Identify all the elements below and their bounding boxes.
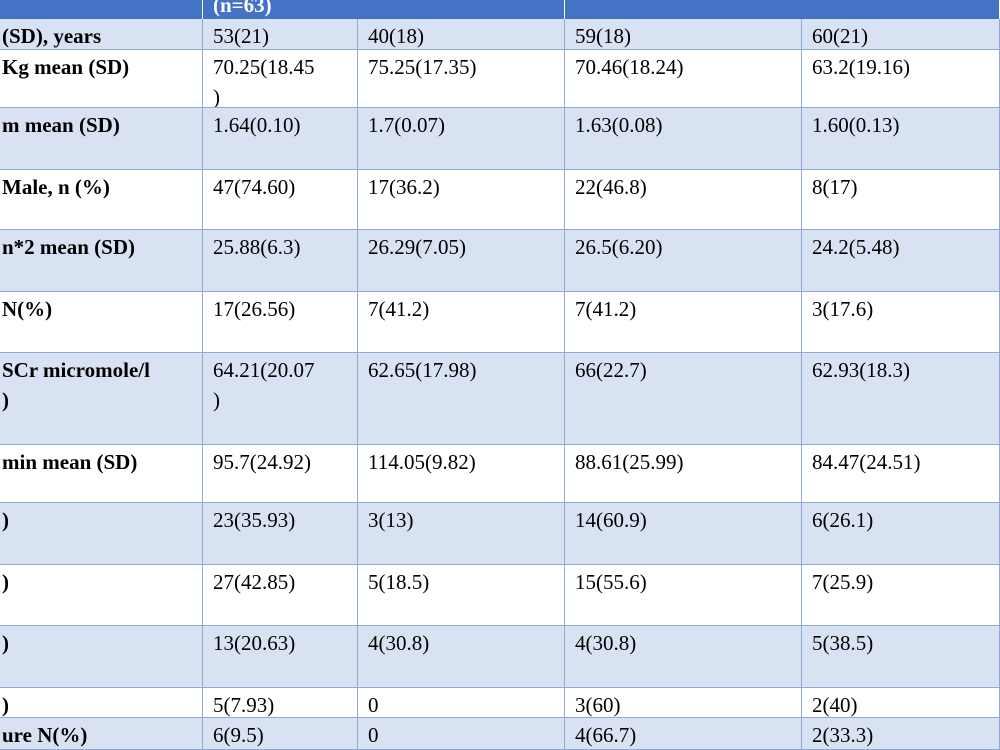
table-cell: 23(35.93) <box>203 503 358 565</box>
row-label: (SD), years <box>0 19 203 50</box>
table-cell: 62.93(18.3) <box>802 353 1000 445</box>
table-cell: 66(22.7) <box>565 353 802 445</box>
table-cell: 70.25(18.45 ) <box>203 50 358 108</box>
table-cell: 1.63(0.08) <box>565 108 802 170</box>
table-cell: 4(66.7) <box>565 718 802 750</box>
table-cell: 26.5(6.20) <box>565 230 802 292</box>
table-cell: 25.88(6.3) <box>203 230 358 292</box>
table-cell: 8(17) <box>802 170 1000 230</box>
table-cell: 15(55.6) <box>565 565 802 626</box>
table-cell: 7(41.2) <box>358 292 565 353</box>
table-cell: 40(18) <box>358 19 565 50</box>
table-cell: 60(21) <box>802 19 1000 50</box>
table-cell: 6(26.1) <box>802 503 1000 565</box>
row-label: ) <box>0 565 203 626</box>
header-cell <box>0 0 203 19</box>
table-cell: 1.60(0.13) <box>802 108 1000 170</box>
row-label: ure N(%) <box>0 718 203 750</box>
table-cell: 14(60.9) <box>565 503 802 565</box>
table-cell: 3(60) <box>565 688 802 718</box>
table-cell: 3(13) <box>358 503 565 565</box>
table-cell: 84.47(24.51) <box>802 445 1000 503</box>
table-cell: 95.7(24.92) <box>203 445 358 503</box>
row-label: m mean (SD) <box>0 108 203 170</box>
table-cell: 0 <box>358 718 565 750</box>
row-label: Kg mean (SD) <box>0 50 203 108</box>
row-label: SCr micromole/l ) <box>0 353 203 445</box>
table-cell: 70.46(18.24) <box>565 50 802 108</box>
table-cell: 17(36.2) <box>358 170 565 230</box>
table-cell: 5(7.93) <box>203 688 358 718</box>
table-cell: 88.61(25.99) <box>565 445 802 503</box>
row-label: n*2 mean (SD) <box>0 230 203 292</box>
table-cell: 62.65(17.98) <box>358 353 565 445</box>
header-cell <box>565 0 1000 19</box>
header-cell: (n=63) <box>203 0 565 19</box>
table-cell: 26.29(7.05) <box>358 230 565 292</box>
table-cell: 22(46.8) <box>565 170 802 230</box>
table-cell: 5(18.5) <box>358 565 565 626</box>
row-label: ) <box>0 688 203 718</box>
table-cell: 13(20.63) <box>203 626 358 688</box>
table-cell: 2(33.3) <box>802 718 1000 750</box>
table-cell: 3(17.6) <box>802 292 1000 353</box>
table-cell: 27(42.85) <box>203 565 358 626</box>
table-cell: 4(30.8) <box>565 626 802 688</box>
table-cell: 7(25.9) <box>802 565 1000 626</box>
table-cell: 4(30.8) <box>358 626 565 688</box>
table-cell: 114.05(9.82) <box>358 445 565 503</box>
row-label: Male, n (%) <box>0 170 203 230</box>
table-cell: 2(40) <box>802 688 1000 718</box>
table-cell: 0 <box>358 688 565 718</box>
table-cell: 6(9.5) <box>203 718 358 750</box>
table-cell: 17(26.56) <box>203 292 358 353</box>
table-cell: 47(74.60) <box>203 170 358 230</box>
table-cell: 5(38.5) <box>802 626 1000 688</box>
row-label: ) <box>0 626 203 688</box>
table-cell: 64.21(20.07 ) <box>203 353 358 445</box>
row-label: N(%) <box>0 292 203 353</box>
row-label: min mean (SD) <box>0 445 203 503</box>
row-label: ) <box>0 503 203 565</box>
table-cell: 75.25(17.35) <box>358 50 565 108</box>
table-cell: 53(21) <box>203 19 358 50</box>
table-cell: 1.7(0.07) <box>358 108 565 170</box>
table-cell: 1.64(0.10) <box>203 108 358 170</box>
table-cell: 59(18) <box>565 19 802 50</box>
table-cell: 7(41.2) <box>565 292 802 353</box>
table-cell: 63.2(19.16) <box>802 50 1000 108</box>
table-cell: 24.2(5.48) <box>802 230 1000 292</box>
